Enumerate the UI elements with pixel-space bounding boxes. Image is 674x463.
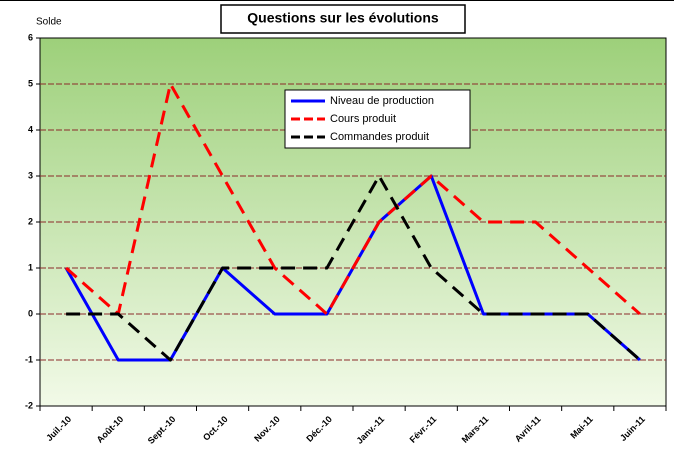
data-line <box>65 82 641 316</box>
y-tick-label: 0 <box>28 308 33 318</box>
x-tick-label: Déc.-10 <box>304 414 334 444</box>
x-tick-label: Août-10 <box>95 414 126 445</box>
x-tick-label: Févr.-11 <box>408 414 439 445</box>
x-tick-label: Mars-11 <box>460 414 491 445</box>
y-tick-label: 5 <box>28 78 33 88</box>
y-tick-label: -1 <box>25 354 33 364</box>
legend-label: Niveau de production <box>330 95 434 107</box>
x-tick-label: Juin-11 <box>618 414 647 443</box>
data-line <box>66 174 641 362</box>
y-tick-label: 1 <box>28 262 33 272</box>
legend-label: Commandes produit <box>330 131 429 143</box>
x-tick-label: Avril-11 <box>513 414 543 444</box>
x-tick-label: Mai-11 <box>568 414 595 441</box>
x-tick-label: Janv.-11 <box>354 414 386 446</box>
x-tick-label: Sept.-10 <box>146 414 178 446</box>
title-box <box>220 4 466 34</box>
y-tick-label: 4 <box>28 124 33 134</box>
y-tick-label: 2 <box>28 216 33 226</box>
chart-title: Questions sur les évolutions <box>247 10 439 26</box>
y-tick-label: -2 <box>25 400 33 410</box>
y-tick-label: 6 <box>28 32 33 42</box>
legend-label: Cours produit <box>330 113 396 125</box>
x-tick-label: Juil.-10 <box>44 414 73 443</box>
legend-box <box>284 89 471 149</box>
y-axis-label: Solde <box>36 17 62 28</box>
x-tick-label: Oct.-10 <box>201 414 230 443</box>
x-tick-label: Nov.-10 <box>252 414 282 444</box>
y-tick-label: 3 <box>28 170 33 180</box>
